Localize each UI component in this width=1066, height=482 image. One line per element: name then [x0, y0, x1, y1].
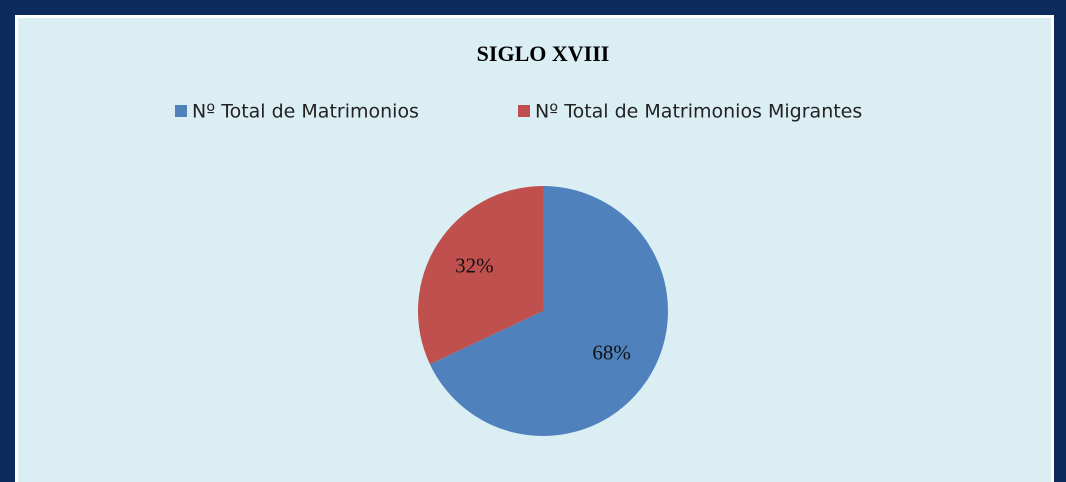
legend-label: Nº Total de Matrimonios — [192, 101, 419, 123]
legend-label: Nº Total de Matrimonios Migrantes — [535, 101, 862, 123]
pie-slice — [429, 186, 668, 436]
data-label: 32% — [455, 253, 494, 277]
pie-slice — [417, 186, 543, 365]
data-label: 68% — [592, 340, 631, 364]
legend-swatch — [175, 105, 187, 117]
legend-swatch — [518, 105, 530, 117]
chart-title: SIGLO XVIII — [477, 41, 610, 66]
